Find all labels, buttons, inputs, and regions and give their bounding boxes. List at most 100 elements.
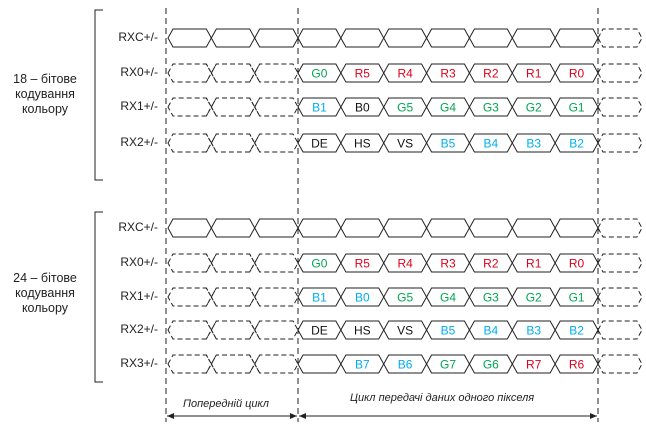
arrow-head-left [167,413,174,419]
bit-label: B5 [441,137,456,151]
bit-label: DE [311,137,328,151]
bit-label: R4 [397,67,413,81]
bit-label: HS [354,324,371,338]
clock-segment [511,218,556,238]
previous-data-segment [210,97,256,117]
crossing-mark [249,97,261,117]
crossing-mark [249,253,261,273]
bit-label: VS [397,324,413,338]
clock-segment [340,218,385,238]
clock-segment [425,28,471,48]
previous-data-segment [167,97,212,117]
previous-data-segment [167,133,212,153]
signal-label: RX0+/- [120,65,158,79]
bit-label: B0 [355,101,370,115]
crossing-mark [205,133,217,153]
bit-label: G5 [397,101,413,115]
previous-data-segment [210,287,256,307]
next-cycle-segment [597,28,643,48]
previous-data-segment [210,63,256,83]
bit-label: HS [354,137,371,151]
crossing-mark [249,63,261,83]
previous-data-segment [210,133,256,153]
bit-label: G5 [397,291,413,305]
bit-label: G3 [483,101,499,115]
group-label-line: кодування [15,87,75,101]
bit-label: R6 [569,358,585,372]
next-cycle-segment [597,253,643,273]
next-cycle-segment [597,133,643,153]
bit-label: B4 [484,324,499,338]
bit-label: G1 [569,101,585,115]
bit-label: G1 [569,291,585,305]
clock-segment [254,28,299,48]
previous-data-segment [210,253,256,273]
group-label-line: кольору [21,301,69,315]
bit-label: G0 [311,257,327,271]
signal-label: RXC+/- [118,30,158,44]
data-cell [297,354,342,374]
previous-data-segment [254,97,299,117]
clock-segment [297,28,342,48]
previous-data-segment [254,320,299,340]
bit-label: R1 [526,67,542,81]
clock-segment [210,218,256,238]
next-cycle-segment [597,354,643,374]
group-label-line: кодування [15,286,75,300]
bit-label: R1 [526,257,542,271]
clock-segment [511,28,556,48]
signal-label: RX3+/- [120,356,158,370]
signal-label: RXC+/- [118,220,158,234]
bit-label: B2 [569,137,584,151]
previous-data-segment [167,253,212,273]
bit-label: R2 [483,67,499,81]
crossing-mark [205,287,217,307]
crossing-mark [249,133,261,153]
crossing-mark [205,320,217,340]
signal-label: RX1+/- [120,99,158,113]
previous-data-segment [167,354,212,374]
previous-data-segment [254,354,299,374]
group-label-line: 24 – бітове [13,271,77,285]
next-cycle-segment [597,320,643,340]
bit-label: R3 [440,67,456,81]
previous-data-segment [254,63,299,83]
bit-label: VS [397,137,413,151]
bit-label: B1 [312,291,327,305]
bit-label: R2 [483,257,499,271]
clock-segment [297,218,342,238]
bit-label: R7 [526,358,542,372]
clock-segment [468,28,513,48]
bit-label: B3 [526,137,541,151]
bit-label: B5 [441,324,456,338]
bit-label: G3 [483,291,499,305]
previous-cycle-label: Попередній цикл [183,398,269,410]
previous-data-segment [210,320,256,340]
previous-data-segment [254,253,299,273]
previous-data-segment [254,287,299,307]
bit-label: G2 [526,101,542,115]
bit-label: B4 [484,137,499,151]
group-bracket [94,9,103,181]
signal-label: RX2+/- [120,135,158,149]
arrow-head-right [290,413,297,419]
group-label: 18 – бітове кодування кольору [0,72,90,117]
group-label: 24 – бітове кодування кольору [0,271,90,316]
clock-segment [554,218,599,238]
next-cycle-segment [597,63,643,83]
bit-label: B6 [398,358,413,372]
previous-data-segment [210,354,256,374]
bit-label: DE [311,324,328,338]
bit-label: B2 [569,324,584,338]
clock-segment [383,218,428,238]
bit-label: G0 [311,67,327,81]
arrow-head-right [590,413,597,419]
group-label-line: кольору [21,102,69,116]
next-cycle-segment [597,218,643,238]
clock-segment [383,28,428,48]
bit-label: G6 [483,358,499,372]
bit-label: R5 [355,257,371,271]
previous-data-segment [254,133,299,153]
bit-label: R0 [569,257,585,271]
crossing-mark [205,354,217,374]
